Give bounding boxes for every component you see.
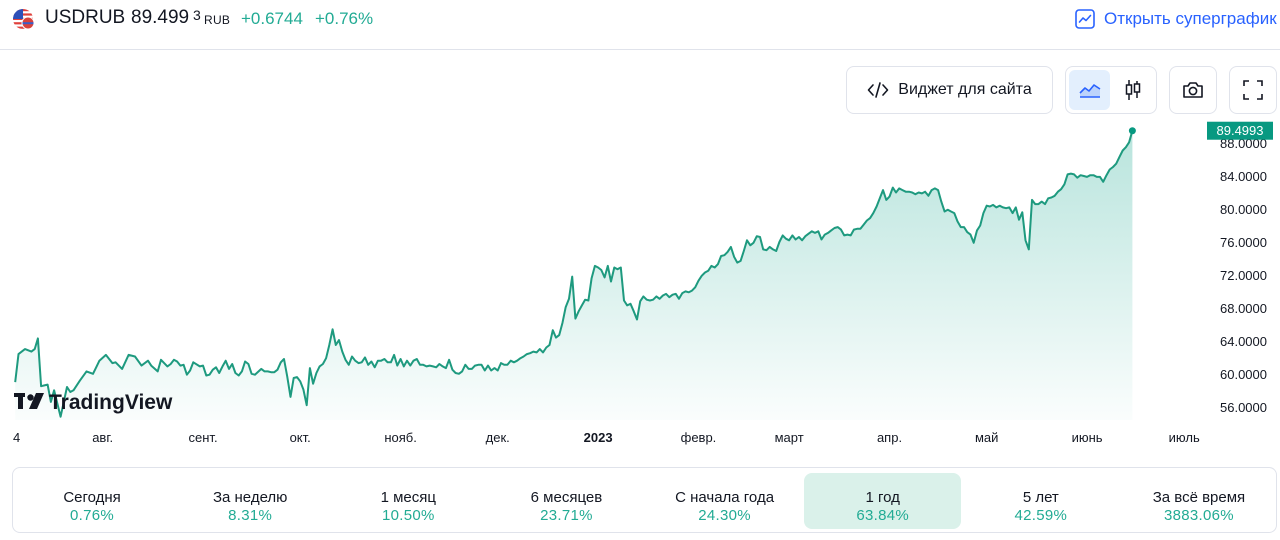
price-change-absolute: +0.6744 (241, 9, 303, 28)
range-tab-label: 6 месяцев (530, 489, 603, 506)
range-tab-label: Сегодня (63, 489, 121, 506)
last-price-fraction: 3 (193, 7, 201, 23)
candles-chart-style-button[interactable] (1112, 70, 1153, 110)
range-tab-value: 10.50% (381, 507, 435, 524)
code-icon (867, 82, 889, 98)
range-tab-value: 3883.06% (1163, 507, 1234, 524)
y-tick-label: 56.0000 (1220, 400, 1267, 415)
x-tick-label: февр. (681, 430, 717, 445)
x-tick-label: май (975, 430, 998, 445)
chart-line-icon (1075, 9, 1095, 29)
time-axis: 4 авг. сент. окт. нояб. дек. 2023 февр. март апр.… (13, 430, 1200, 445)
last-price: 89.499 (131, 7, 190, 28)
range-tab[interactable]: С начала года 24.30% (646, 473, 803, 529)
range-tab-label: С начала года (675, 489, 775, 506)
y-tick-label: 60.0000 (1220, 367, 1267, 382)
site-widget-button[interactable]: Виджет для сайта (846, 66, 1053, 114)
range-tab[interactable]: 6 месяцев 23.71% (488, 473, 645, 529)
x-tick-label: дек. (486, 430, 510, 445)
area-chart-icon (1078, 84, 1100, 98)
currency-code: RUB (204, 13, 231, 27)
y-tick-label: 88.0000 (1220, 136, 1267, 151)
tradingview-logo: TradingView (14, 391, 173, 414)
x-tick-label: апр. (877, 430, 902, 445)
price-change-percent: +0.76% (315, 9, 374, 28)
range-tab[interactable]: За всё время 3883.06% (1120, 473, 1277, 529)
range-tab-label: За всё время (1152, 489, 1246, 506)
site-widget-label: Виджет для сайта (898, 81, 1032, 98)
last-price-tag-bg (1207, 121, 1273, 140)
range-tab-value: 0.76% (70, 507, 115, 524)
x-tick-label: июль (1169, 430, 1200, 445)
tradingview-wordmark: TradingView (49, 391, 173, 414)
symbol-name: USDRUB (45, 7, 126, 28)
range-tab-label: 5 лет (1022, 489, 1059, 506)
range-tab-value: 63.84% (856, 507, 910, 524)
symbol-header: USDRUB 89.499 3 RUB +0.6744 +0.76% Откры… (0, 0, 1280, 50)
y-tick-label: 76.0000 (1220, 235, 1267, 250)
x-tick-label: март (775, 430, 804, 445)
range-tab-value: 24.30% (698, 507, 751, 524)
y-tick-label: 64.0000 (1220, 334, 1267, 349)
range-tab[interactable]: За неделю 8.31% (172, 473, 329, 529)
open-superchart-label: Открыть суперграфик (1104, 9, 1277, 28)
price-area-fill (15, 130, 1133, 420)
area-chart-style-button[interactable] (1069, 70, 1110, 110)
performance-ranges: Сегодня 0.76% За неделю 8.31% 1 месяц 10.50% 6… (12, 467, 1277, 533)
last-price-tag: 89.4993 (1128, 121, 1273, 140)
y-tick-label: 68.0000 (1220, 301, 1267, 316)
x-tick-label: сент. (189, 430, 218, 445)
screenshot-button[interactable] (1169, 66, 1217, 114)
x-tick-label: 2023 (584, 430, 613, 445)
fullscreen-button[interactable] (1229, 66, 1277, 114)
fullscreen-icon (1243, 80, 1263, 100)
range-tab[interactable]: 1 месяц 10.50% (330, 473, 487, 529)
x-tick-label: авг. (92, 430, 113, 445)
candlestick-icon (1125, 80, 1140, 100)
camera-icon (1183, 82, 1203, 98)
range-tab-value: 23.71% (540, 507, 593, 524)
price-chart[interactable]: 56.0000 60.0000 64.0000 68.0000 72.0000 76.00… (0, 120, 1280, 460)
range-tab[interactable]: 5 лет 42.59% (962, 473, 1119, 529)
range-tab[interactable]: 1 год 63.84% (804, 473, 962, 529)
us-flag-icon (13, 9, 35, 30)
y-tick-label: 72.0000 (1220, 268, 1267, 283)
x-tick-label: нояб. (384, 430, 417, 445)
range-tab[interactable]: Сегодня 0.76% (14, 473, 171, 529)
last-price-tag-label: 89.4993 (1217, 123, 1264, 138)
chart-style-toggle (1065, 66, 1157, 114)
range-tab-label: 1 год (865, 489, 900, 506)
last-price-marker (1128, 127, 1136, 135)
range-tab-label: 1 месяц (380, 489, 436, 506)
price-axis: 56.0000 60.0000 64.0000 68.0000 72.0000 76.00… (1220, 136, 1267, 415)
x-tick-label: июнь (1072, 430, 1103, 445)
range-tab-value: 8.31% (228, 507, 273, 524)
price-line (14, 130, 1134, 418)
x-tick-label: 4 (13, 430, 20, 445)
range-tab-value: 42.59% (1014, 507, 1068, 524)
range-tab-label: За неделю (212, 489, 288, 506)
y-tick-label: 84.0000 (1220, 169, 1267, 184)
y-tick-label: 80.0000 (1220, 202, 1267, 217)
x-tick-label: окт. (290, 430, 311, 445)
open-superchart-link[interactable]: Открыть суперграфик (1075, 6, 1277, 32)
